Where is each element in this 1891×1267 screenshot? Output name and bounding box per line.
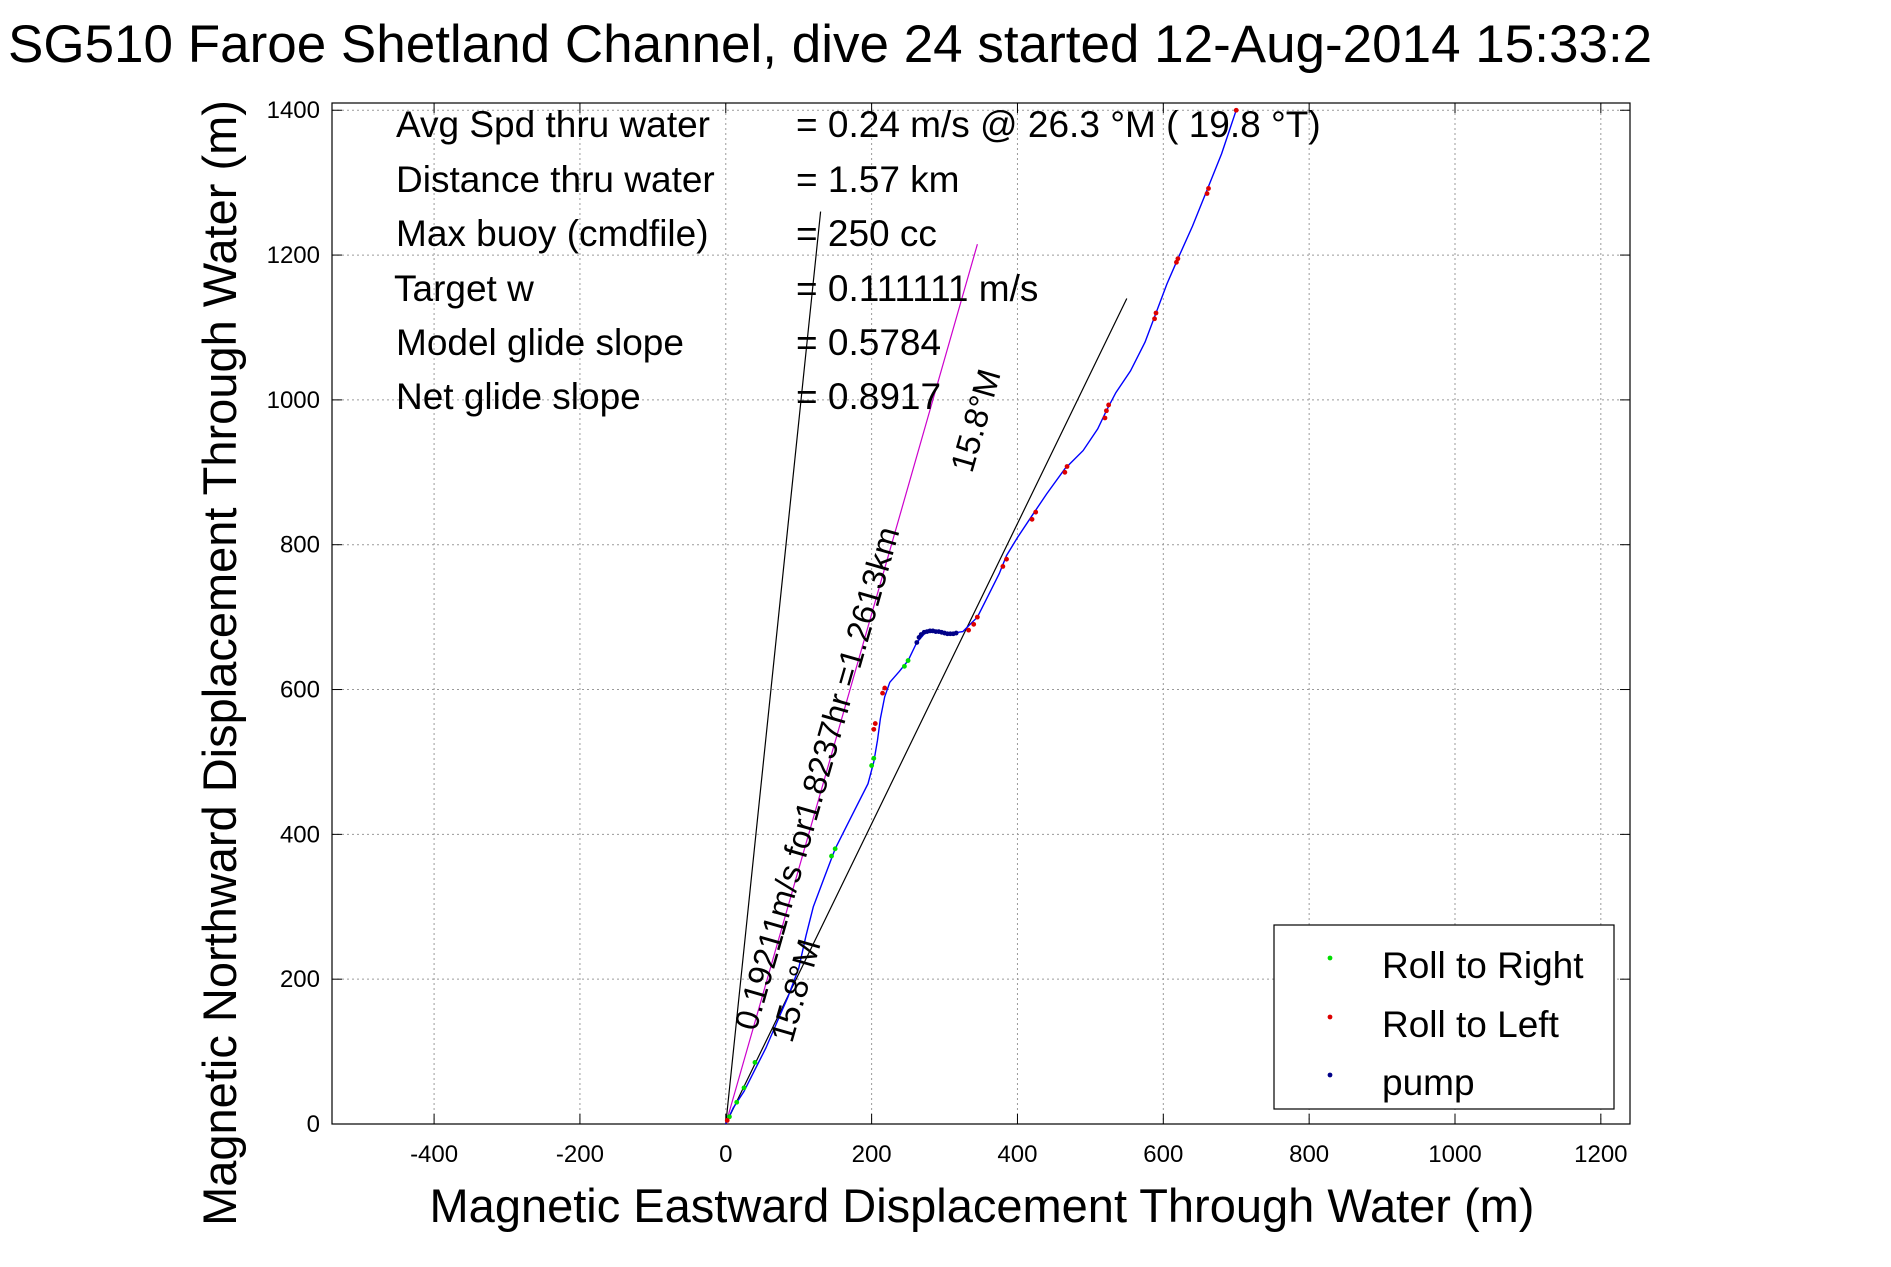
marker-roll-to-left — [1064, 464, 1070, 469]
marker-roll-to-left — [1102, 415, 1108, 421]
y-tick-label: 0 — [307, 1111, 320, 1138]
marker-roll-to-left — [1029, 516, 1035, 522]
marker-roll-to-right — [829, 853, 834, 859]
stat-value-distance: = 1.57 km — [796, 159, 960, 200]
marker-roll-to-left — [1062, 469, 1068, 475]
marker-roll-to-left — [1233, 107, 1239, 113]
y-tick-label: 400 — [280, 821, 320, 848]
marker-roll-to-left — [971, 621, 977, 627]
marker-roll-to-left — [1204, 191, 1210, 196]
marker-roll-to-right — [832, 846, 838, 852]
x-tick-label: 400 — [997, 1141, 1037, 1168]
legend-marker-roll-right — [1327, 955, 1333, 961]
legend-marker-roll-left — [1327, 1014, 1333, 1020]
x-tick-label: 0 — [719, 1141, 732, 1168]
y-tick-label: 1400 — [267, 97, 320, 124]
marker-roll-to-right — [734, 1099, 740, 1105]
marker-roll-to-left — [1206, 186, 1211, 191]
legend: Roll to Right Roll to Left pump — [1273, 924, 1615, 1110]
y-axis-label: Magnetic Northward Displacement Through … — [193, 100, 246, 1226]
x-tick-label: -400 — [410, 1141, 458, 1168]
stats-block: Avg Spd thru water = 0.24 m/s @ 26.3 °M … — [394, 104, 1321, 417]
x-tick-label: 200 — [852, 1141, 892, 1168]
marker-roll-to-left — [974, 614, 980, 620]
stat-label-model-glide: Model glide slope — [396, 322, 684, 363]
x-tick-label: 800 — [1289, 1141, 1329, 1168]
y-tick-label: 1000 — [267, 387, 320, 414]
marker-roll-to-left — [882, 685, 888, 691]
reference-current-line — [725, 244, 978, 1125]
stat-value-max-buoy: = 250 cc — [796, 213, 937, 254]
marker-roll-to-right — [741, 1085, 747, 1091]
marker-pump — [953, 630, 959, 636]
y-tick-label: 200 — [280, 966, 320, 993]
y-tick-label: 600 — [280, 677, 320, 704]
marker-roll-to-right — [869, 763, 875, 768]
legend-label-pump: pump — [1382, 1062, 1475, 1103]
marker-roll-to-left — [1153, 310, 1159, 316]
marker-roll-to-right — [871, 755, 877, 761]
stat-label-max-buoy: Max buoy (cmdfile) — [396, 213, 709, 254]
axes-box — [331, 102, 1631, 1125]
marker-roll-to-right — [752, 1060, 758, 1065]
legend-label-roll-right: Roll to Right — [1382, 945, 1584, 986]
marker-roll-to-left — [1033, 509, 1039, 515]
axes-layer: -400 -200 0 200 400 600 800 1000 1200 0 200 400 600 8… — [267, 97, 1631, 1168]
marker-roll-to-left — [1104, 408, 1109, 414]
x-tick-label: 600 — [1143, 1141, 1183, 1168]
marker-roll-to-left — [871, 726, 877, 732]
marker-roll-to-left — [724, 1117, 730, 1123]
marker-roll-to-right — [727, 1114, 732, 1120]
marker-roll-to-left — [1106, 402, 1112, 408]
marker-roll-to-left — [1004, 556, 1009, 562]
x-tick-label: -200 — [556, 1141, 604, 1168]
reference-line-a — [725, 211, 822, 1125]
x-tick-label: 1200 — [1574, 1141, 1627, 1168]
marker-roll-to-left — [872, 721, 878, 726]
stat-value-avg-speed: = 0.24 m/s @ 26.3 °M ( 19.8 °T) — [796, 104, 1321, 145]
stat-label-distance: Distance thru water — [396, 159, 715, 200]
stat-label-target-w: Target w — [394, 268, 534, 309]
marker-roll-to-left — [1152, 316, 1157, 322]
y-tick-label: 800 — [280, 532, 320, 559]
legend-label-roll-left: Roll to Left — [1382, 1004, 1560, 1045]
stat-value-target-w: = 0.111111 m/s — [796, 268, 1038, 309]
marker-roll-to-right — [905, 658, 911, 663]
stat-label-avg-speed: Avg Spd thru water — [396, 104, 710, 145]
stat-label-net-glide: Net glide slope — [396, 376, 641, 417]
y-tick-label: 1200 — [267, 242, 320, 269]
marker-roll-to-left — [1175, 256, 1181, 262]
markers-layer — [724, 107, 1239, 1123]
marker-pump — [914, 640, 920, 645]
x-tick-label: 1000 — [1428, 1141, 1481, 1168]
marker-roll-to-left — [966, 627, 972, 633]
marker-roll-to-left — [1000, 564, 1006, 569]
legend-marker-pump — [1327, 1072, 1333, 1078]
stat-value-model-glide: = 0.5784 — [796, 322, 941, 363]
x-axis-label: Magnetic Eastward Displacement Through W… — [430, 1179, 1535, 1232]
stat-value-net-glide: = 0.8917 — [796, 376, 941, 417]
marker-roll-to-right — [902, 663, 907, 669]
chart-title: SG510 Faroe Shetland Channel, dive 24 st… — [8, 15, 1652, 74]
marker-roll-to-left — [1174, 259, 1179, 265]
marker-roll-to-left — [880, 690, 885, 696]
